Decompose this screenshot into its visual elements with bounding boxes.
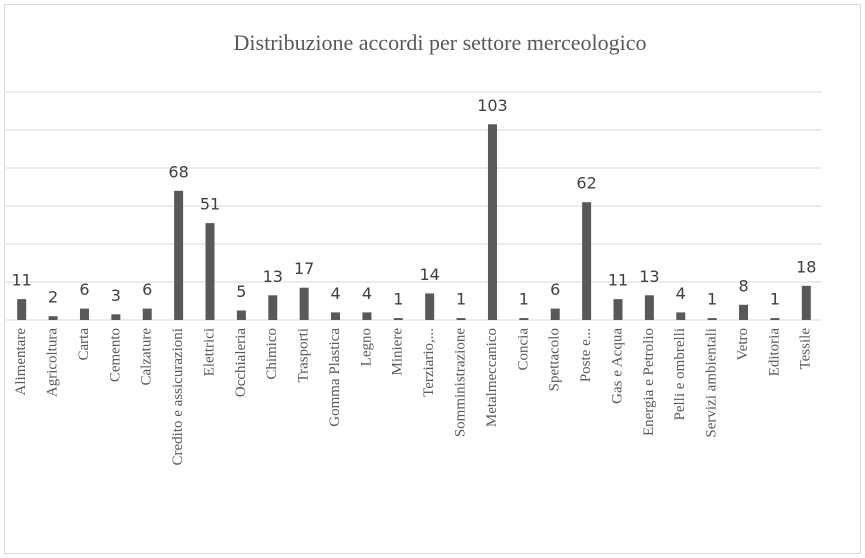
data-label: 1: [393, 290, 403, 309]
bar: [205, 223, 215, 320]
data-label: 103: [477, 96, 508, 115]
x-tick-label: Occhialeria: [233, 328, 249, 397]
data-label: 3: [111, 286, 121, 305]
x-tick-label: Chimico: [264, 328, 280, 380]
data-label: 1: [456, 290, 466, 309]
x-tick-label: Pelli e ombrelli: [672, 328, 688, 420]
data-label: 13: [263, 267, 283, 286]
data-label: 17: [294, 259, 314, 278]
x-tick-label: Carta: [76, 328, 92, 361]
bar: [707, 318, 717, 320]
data-label: 6: [142, 280, 152, 299]
bar: [268, 295, 278, 320]
bar: [425, 293, 435, 320]
bar: [17, 299, 27, 320]
data-label: 68: [168, 162, 188, 181]
x-tick-label: Spettacolo: [547, 328, 563, 391]
bar: [79, 308, 89, 320]
x-tick-label: Poste e...: [578, 328, 594, 382]
data-label: 13: [639, 267, 659, 286]
x-tick-label: Trasporti: [296, 328, 312, 382]
x-tick-label: Cemento: [107, 328, 123, 382]
chart-title: Distribuzione accordi per settore merceo…: [234, 30, 647, 55]
x-tick-label: Metalmeccanico: [484, 328, 500, 427]
bar: [519, 318, 529, 320]
bar: [142, 308, 152, 320]
x-tick-label: Vetro: [735, 328, 751, 361]
data-label: 11: [12, 271, 32, 290]
x-tick-label: Credito e assicurazioni: [170, 328, 186, 465]
bar: [393, 318, 403, 320]
bar: [613, 299, 623, 320]
x-tick-label: Servizi ambientali: [704, 328, 720, 438]
data-label: 1: [707, 290, 717, 309]
bar: [456, 318, 466, 320]
data-label: 4: [330, 284, 340, 303]
x-tick-label: Concia: [515, 328, 531, 371]
x-tick-label: Alimentare: [13, 328, 29, 396]
data-label: 1: [519, 290, 529, 309]
x-tick-label: Miniere: [390, 328, 406, 376]
x-tick-label: Gomma Plastica: [327, 328, 343, 427]
bar: [174, 190, 184, 320]
bar: [48, 316, 58, 320]
bar: [362, 312, 372, 320]
bar: [299, 287, 309, 320]
data-label: 5: [236, 282, 246, 301]
data-label: 51: [200, 195, 220, 214]
data-label: 14: [420, 265, 440, 284]
bar: [644, 295, 654, 320]
bar: [801, 285, 811, 320]
x-tick-label: Gas e Acqua: [609, 328, 625, 404]
x-tick-label: Energia e Petrolio: [641, 328, 657, 436]
data-label: 2: [48, 288, 58, 307]
bar: [770, 318, 780, 320]
data-label: 6: [79, 280, 89, 299]
x-tick-label: Tessile: [798, 328, 814, 370]
bar: [582, 202, 592, 320]
data-label: 11: [608, 271, 628, 290]
x-tick-label: Editoria: [766, 328, 782, 377]
bar: [550, 308, 560, 320]
bar: [331, 312, 341, 320]
chart-border: [4, 4, 861, 554]
data-label: 4: [676, 284, 686, 303]
bar: [111, 314, 121, 320]
data-label: 18: [796, 257, 816, 276]
bar: [487, 124, 497, 320]
x-tick-label: Terziario,...: [421, 328, 437, 397]
x-tick-label: Calzature: [139, 328, 155, 386]
data-label: 8: [738, 276, 748, 295]
data-label: 6: [550, 280, 560, 299]
x-tick-label: Somministrazione: [453, 328, 469, 437]
bar: [739, 304, 749, 320]
x-tick-label: Elettrici: [201, 328, 217, 376]
data-label: 62: [576, 174, 596, 193]
bar: [236, 310, 246, 320]
x-tick-label: Legno: [358, 328, 374, 366]
bar: [676, 312, 686, 320]
data-label: 1: [770, 290, 780, 309]
data-label: 4: [362, 284, 372, 303]
x-tick-label: Agricoltura: [45, 328, 61, 397]
